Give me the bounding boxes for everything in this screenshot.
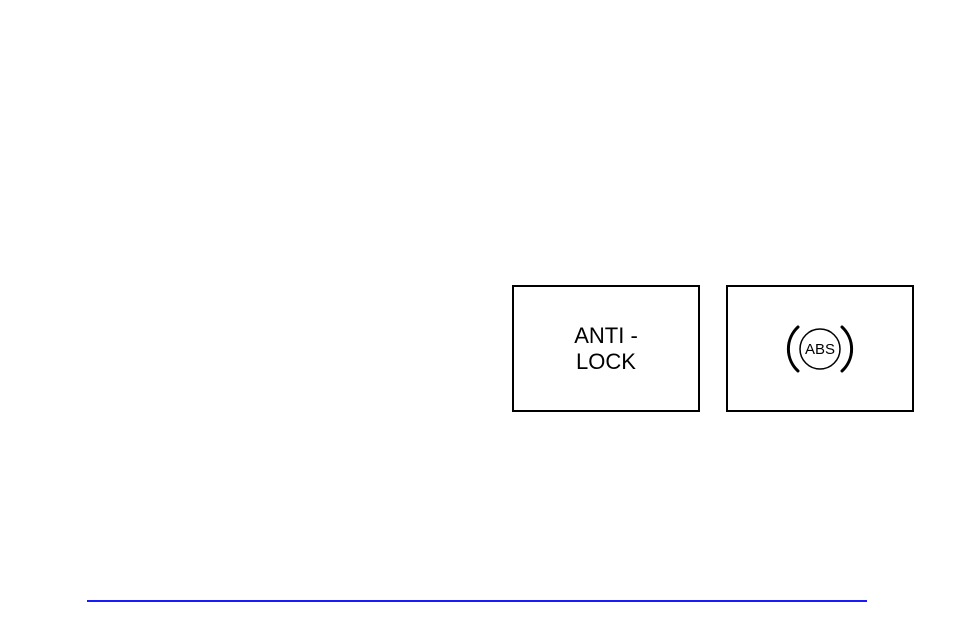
abs-indicator-box: ABS (726, 285, 914, 412)
page: ANTI - LOCK ABS (0, 0, 954, 636)
antilock-indicator-box: ANTI - LOCK (512, 285, 700, 412)
antilock-line2: LOCK (576, 349, 636, 374)
abs-label-text: ABS (805, 341, 835, 358)
abs-icon: ABS (770, 319, 870, 379)
footer-rule (87, 600, 867, 602)
antilock-label: ANTI - LOCK (574, 323, 638, 374)
antilock-line1: ANTI - (574, 323, 638, 348)
